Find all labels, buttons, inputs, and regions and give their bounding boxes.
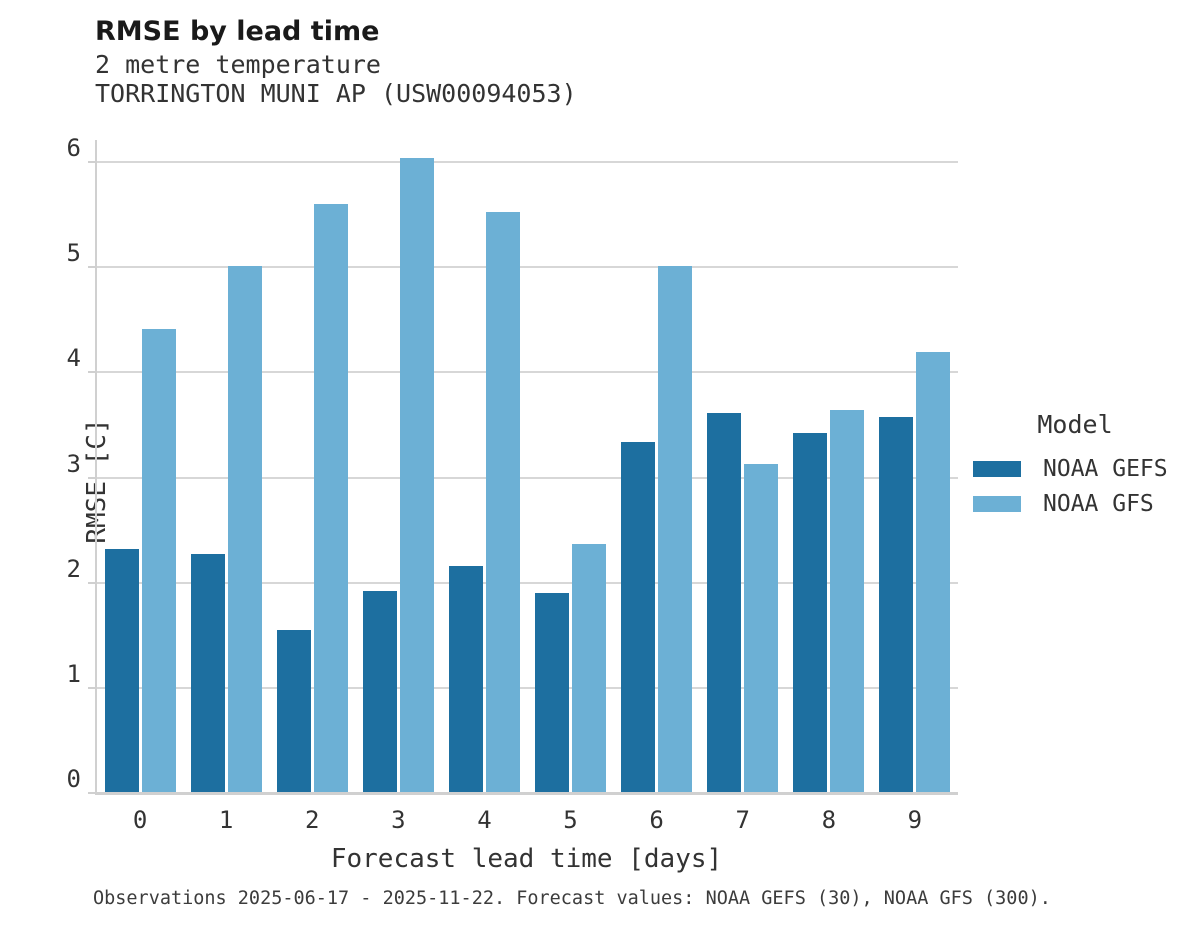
bar-group-lead-5 [527, 140, 613, 793]
y-tick-label-2: 2 [66, 554, 81, 583]
bar-noaa-gfs-lead-5 [572, 543, 607, 793]
chart-caption: Observations 2025-06-17 - 2025-11-22. Fo… [93, 888, 1051, 909]
chart-title: RMSE by lead time [95, 16, 380, 47]
gridline-y-1 [97, 686, 958, 689]
chart-subtitle-station: TORRINGTON MUNI AP (USW00094053) [95, 79, 577, 108]
y-tick-mark-2 [88, 581, 95, 584]
bar-noaa-gfs-lead-1 [227, 266, 262, 793]
chart-header: RMSE by lead time 2 metre temperature TO… [95, 14, 577, 108]
legend-swatch-icon [973, 460, 1021, 477]
bar-noaa-gefs-lead-8 [793, 433, 828, 793]
bar-noaa-gfs-lead-0 [141, 329, 176, 793]
x-tick-label-0: 0 [132, 806, 148, 834]
y-tick-mark-4 [88, 371, 95, 374]
bar-group-lead-6 [614, 140, 700, 793]
bar-noaa-gfs-lead-8 [830, 410, 865, 793]
y-tick-mark-6 [88, 161, 95, 164]
gridline-y-4 [97, 371, 958, 374]
legend-label: NOAA GEFS [1043, 455, 1168, 482]
bar-group-lead-4 [441, 140, 527, 793]
bar-noaa-gefs-lead-0 [104, 549, 139, 793]
gridline-y-3 [97, 476, 958, 479]
legend-label: NOAA GFS [1043, 490, 1154, 517]
x-axis-title: Forecast lead time [days] [330, 844, 723, 874]
bar-noaa-gfs-lead-6 [658, 266, 693, 793]
legend-title: Model [1037, 410, 1113, 439]
bar-group-lead-3 [355, 140, 441, 793]
legend-swatch-icon [973, 495, 1021, 512]
y-tick-mark-0 [88, 792, 95, 794]
y-tick-label-6: 6 [66, 134, 81, 163]
y-axis-spine [95, 140, 97, 793]
x-tick-label-1: 1 [218, 806, 234, 834]
bar-group-lead-9 [872, 140, 958, 793]
x-tick-label-7: 7 [735, 806, 750, 834]
y-tick-label-0: 0 [66, 765, 81, 793]
bar-group-lead-0 [97, 140, 183, 793]
legend-rows: NOAA GEFS NOAA GFS [973, 451, 1177, 521]
y-tick-label-3: 3 [66, 449, 81, 478]
bar-group-lead-2 [269, 140, 355, 793]
bar-noaa-gfs-lead-3 [399, 157, 434, 793]
y-tick-label-1: 1 [66, 659, 81, 688]
gridline-y-5 [97, 266, 958, 269]
y-tick-mark-1 [88, 686, 95, 689]
bar-group-lead-7 [700, 140, 786, 793]
bar-noaa-gefs-lead-6 [621, 441, 656, 793]
bar-noaa-gefs-lead-1 [190, 554, 225, 793]
x-tick-label-2: 2 [305, 806, 320, 834]
x-axis-spine [95, 792, 958, 795]
x-tick-label-4: 4 [477, 806, 492, 834]
bar-noaa-gfs-lead-4 [485, 211, 520, 793]
bar-noaa-gfs-lead-7 [744, 463, 779, 793]
x-tick-label-8: 8 [821, 806, 837, 834]
plot-area: 0 1 2 3 4 5 6 [67, 134, 958, 795]
y-tick-mark-5 [88, 266, 95, 269]
legend-row-noaa-gfs: NOAA GFS [973, 486, 1177, 521]
bar-noaa-gefs-lead-9 [879, 416, 914, 793]
x-tick-label-6: 6 [649, 806, 664, 834]
bar-noaa-gefs-lead-5 [535, 593, 570, 793]
chart-subtitle-variable: 2 metre temperature [95, 50, 381, 79]
y-tick-label-4: 4 [66, 344, 81, 373]
x-tick-labels: 0 1 2 3 4 5 6 7 8 9 [97, 803, 958, 837]
bar-noaa-gefs-lead-3 [362, 591, 397, 793]
bar-noaa-gefs-lead-4 [448, 565, 483, 793]
gridline-y-2 [97, 581, 958, 584]
y-tick-mark-3 [88, 476, 95, 479]
bar-group-lead-8 [786, 140, 872, 793]
bar-noaa-gefs-lead-7 [707, 413, 742, 793]
bars-layer [97, 140, 958, 793]
y-tick-label-5: 5 [66, 239, 81, 268]
gridline-y-6 [97, 161, 958, 164]
x-tick-label-9: 9 [907, 806, 923, 834]
bar-noaa-gefs-lead-2 [276, 630, 311, 793]
x-tick-label-3: 3 [391, 806, 406, 834]
legend-row-noaa-gefs: NOAA GEFS [973, 451, 1177, 486]
bar-noaa-gfs-lead-9 [916, 352, 951, 793]
legend: Model NOAA GEFS NOAA GFS [973, 410, 1177, 521]
x-tick-label-5: 5 [563, 806, 578, 834]
bar-group-lead-1 [183, 140, 269, 793]
bar-noaa-gfs-lead-2 [313, 204, 348, 793]
